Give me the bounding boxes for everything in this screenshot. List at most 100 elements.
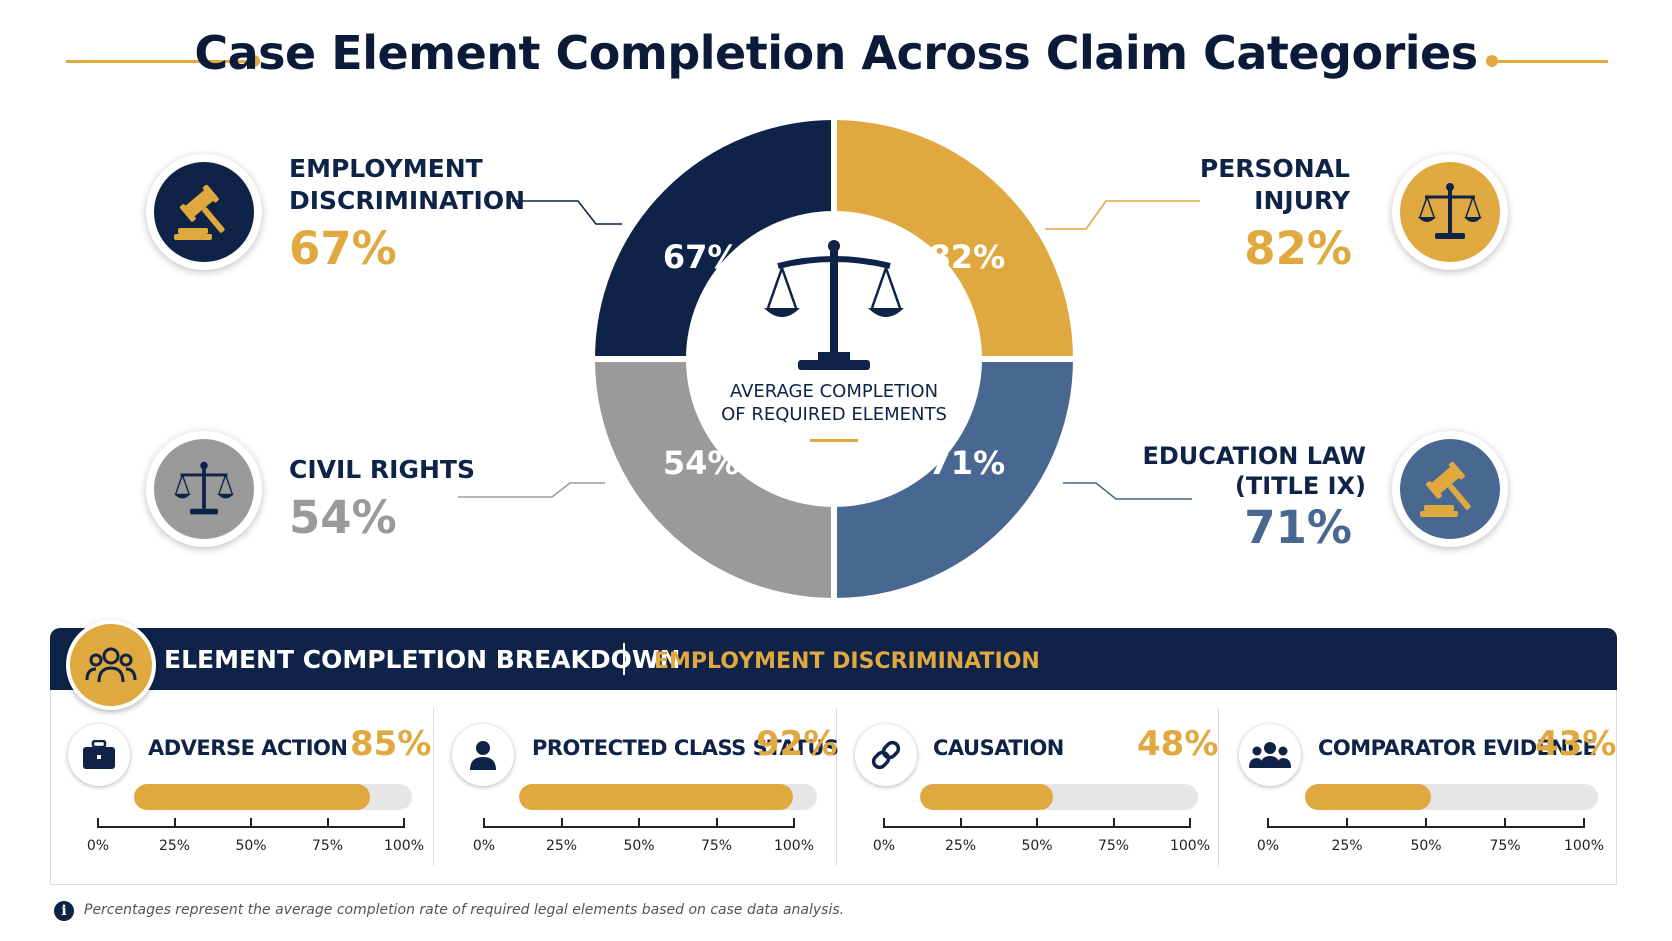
breakdown-title-separator [623, 643, 625, 675]
axis-tick [173, 818, 176, 828]
leader-dot-education [1053, 478, 1063, 488]
axis-tick-label: 100% [1169, 838, 1211, 854]
axis-tick [1425, 818, 1427, 828]
donut-label-education-law: 71% [929, 444, 1006, 482]
briefcase-icon [68, 724, 130, 786]
axis-tick-label: 75% [311, 838, 344, 854]
center-accent-line [810, 439, 858, 442]
category-name-education-law: EDUCATION LAW (TITLE IX) [1142, 442, 1366, 500]
axis-tick [883, 818, 885, 828]
element-label-causation: CAUSATION [933, 736, 1064, 760]
axis-tick [638, 818, 640, 828]
civil-rights-icon-badge [146, 431, 262, 547]
personal-injury-icon-badge [1392, 154, 1508, 270]
axis-tick [250, 818, 252, 828]
breakdown-header [50, 628, 1617, 690]
scales-icon [173, 461, 235, 515]
footnote: Percentages represent the average comple… [84, 902, 845, 918]
category-value-civil-rights: 54% [289, 491, 397, 544]
leader-dot-civil [605, 478, 615, 488]
element-value-adverse-action: 85% [350, 724, 432, 764]
axis-tick [97, 818, 99, 828]
employment-icon-badge [146, 154, 262, 270]
axis-tick [1267, 818, 1269, 828]
axis-tick [403, 818, 405, 828]
axis-tick-label: 0% [872, 838, 896, 854]
axis-tick-label: 50% [1021, 838, 1053, 854]
axis-tick-label: 100% [773, 838, 815, 854]
axis-tick [959, 818, 962, 828]
axis-tick-label: 0% [472, 838, 496, 854]
info-icon: i [54, 901, 74, 921]
leader-dot-personal [1035, 224, 1045, 234]
donut-label-employment: 67% [663, 238, 740, 276]
title-dot-right [1486, 55, 1498, 67]
axis-tick [1036, 818, 1038, 828]
axis-tick [1112, 818, 1115, 828]
chart-title: Case Element Completion Across Claim Cat… [194, 26, 1478, 80]
axis-tick [1504, 818, 1506, 828]
group-icon [66, 620, 156, 710]
leader-line-education [1058, 482, 1192, 500]
axis-tick-label: 0% [86, 838, 110, 854]
axis-tick-label: 75% [700, 838, 733, 854]
donut-label-civil-rights: 54% [663, 444, 740, 482]
category-value-education-law: 71% [1244, 501, 1352, 554]
breakdown-title: ELEMENT COMPLETION BREAKDOWN [164, 645, 681, 674]
element-bar-fill-causation [920, 784, 1054, 810]
axis-tick [483, 818, 485, 828]
person-icon [452, 724, 514, 786]
axis-tick-label: 0% [1256, 838, 1280, 854]
center-scales-icon [764, 240, 904, 370]
element-bar-track [519, 784, 817, 810]
donut-chart: AVERAGE COMPLETION OF REQUIRED ELEMENTS … [588, 113, 1080, 605]
element-bar-track [1305, 784, 1598, 810]
axis-tick-label: 100% [383, 838, 425, 854]
element-bar-fill-adverse-action [134, 784, 371, 810]
donut-label-personal-injury: 82% [929, 238, 1006, 276]
axis-tick-label: 50% [1410, 838, 1442, 854]
element-bar-fill-comparator-evidence [1305, 784, 1431, 810]
title-dot-left [248, 55, 260, 67]
category-name-civil-rights: CIVIL RIGHTS [289, 455, 475, 484]
category-name-personal-injury: PERSONAL INJURY [1199, 154, 1350, 215]
axis-tick-label: 25% [1331, 838, 1363, 854]
axis-tick-label: 50% [235, 838, 267, 854]
education-law-icon-badge [1392, 431, 1508, 547]
group-icon [1239, 724, 1301, 786]
axis-tick-label: 25% [944, 838, 977, 854]
axis-tick [793, 818, 795, 828]
axis-tick-label: 100% [1563, 838, 1605, 854]
column-divider [433, 708, 434, 866]
axis-tick [560, 818, 563, 828]
breakdown-subtitle: EMPLOYMENT DISCRIMINATION [654, 649, 1040, 674]
leader-line-personal [1040, 200, 1200, 230]
gavel-icon [1420, 461, 1471, 517]
column-divider [836, 708, 837, 866]
axis-tick [1583, 818, 1585, 828]
element-label-protected-class: PROTECTED CLASS STATUS [532, 736, 839, 760]
gavel-icon [174, 184, 225, 240]
axis-tick-label: 75% [1097, 838, 1130, 854]
leader-line-employment [512, 200, 627, 225]
category-name-employment: EMPLOYMENT DISCRIMINATION [289, 154, 525, 215]
leader-dot-employment [622, 219, 632, 229]
axis-tick [326, 818, 329, 828]
column-divider [1218, 708, 1219, 866]
axis-tick-label: 50% [623, 838, 655, 854]
axis-tick [1189, 818, 1191, 828]
category-value-personal-injury: 82% [1244, 222, 1352, 275]
scales-icon [1418, 183, 1482, 239]
element-bar-track [134, 784, 412, 810]
center-label-line2: OF REQUIRED ELEMENTS [721, 404, 947, 425]
axis-tick [1346, 818, 1348, 828]
element-bar-track [920, 784, 1198, 810]
title-line-left [66, 60, 252, 63]
axis-tick-label: 25% [545, 838, 578, 854]
category-value-employment: 67% [289, 222, 397, 275]
axis-tick-label: 25% [158, 838, 191, 854]
element-label-adverse-action: ADVERSE ACTION [148, 736, 348, 760]
axis-tick-label: 75% [1489, 838, 1521, 854]
axis-tick [715, 818, 718, 828]
